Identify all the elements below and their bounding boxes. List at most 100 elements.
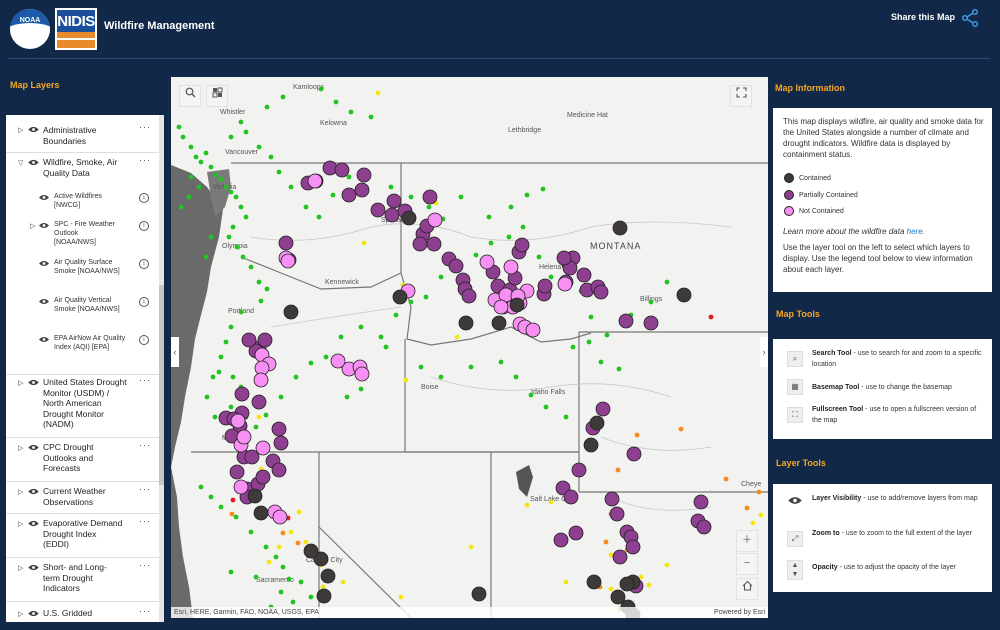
aqi-good-dot[interactable]	[253, 574, 259, 580]
aqi-moderate-dot[interactable]	[454, 334, 460, 340]
more-options-icon[interactable]: ···	[139, 122, 151, 132]
eye-icon[interactable]	[28, 444, 39, 451]
fullscreen-button[interactable]	[730, 85, 752, 107]
wildfire-partially-contained[interactable]	[251, 394, 267, 410]
aqi-good-dot[interactable]	[243, 214, 249, 220]
sublayer-spc-fire-weather-outlook[interactable]: ▷ SPC - Fire Weather Outlook [NOAA/NWS] …	[6, 219, 159, 257]
wildfire-partially-contained[interactable]	[571, 462, 587, 478]
more-options-icon[interactable]: ···	[139, 606, 151, 616]
aqi-moderate-dot[interactable]	[750, 520, 756, 526]
wildfire-contained[interactable]	[303, 543, 319, 559]
chevron-right-icon[interactable]: ▷	[18, 380, 24, 387]
aqi-good-dot[interactable]	[238, 204, 244, 210]
wildfire-partially-contained[interactable]	[229, 464, 245, 480]
aqi-good-dot[interactable]	[383, 344, 389, 350]
aqi-good-dot[interactable]	[486, 214, 492, 220]
aqi-good-dot[interactable]	[193, 154, 199, 160]
chevron-right-icon[interactable]: ▷	[18, 611, 24, 618]
aqi-good-dot[interactable]	[664, 279, 670, 285]
aqi-good-dot[interactable]	[348, 109, 354, 115]
aqi-good-dot[interactable]	[338, 334, 344, 340]
info-icon[interactable]: i	[139, 221, 149, 231]
wildfire-partially-contained[interactable]	[234, 386, 250, 402]
aqi-good-dot[interactable]	[333, 99, 339, 105]
aqi-good-dot[interactable]	[473, 252, 479, 258]
aqi-good-dot[interactable]	[346, 174, 352, 180]
wildfire-contained[interactable]	[471, 586, 487, 602]
aqi-good-dot[interactable]	[228, 134, 234, 140]
more-options-icon[interactable]: ···	[139, 484, 151, 494]
more-options-icon[interactable]: ···	[139, 155, 151, 165]
chevron-right-icon[interactable]: ▷	[30, 223, 36, 230]
aqi-good-dot[interactable]	[218, 504, 224, 510]
aqi-good-dot[interactable]	[208, 164, 214, 170]
aqi-good-dot[interactable]	[278, 589, 284, 595]
aqi-good-dot[interactable]	[228, 569, 234, 575]
wildfire-partially-contained[interactable]	[341, 187, 357, 203]
chevron-right-icon[interactable]: ▷	[18, 521, 24, 528]
wildfire-partially-contained[interactable]	[556, 250, 572, 266]
zoom-out-button[interactable]: −	[736, 553, 758, 575]
wildfire-partially-contained[interactable]	[625, 539, 641, 555]
aqi-good-dot[interactable]	[263, 412, 269, 418]
wildfire-partially-contained[interactable]	[626, 446, 642, 462]
aqi-good-dot[interactable]	[540, 186, 546, 192]
aqi-good-dot[interactable]	[616, 366, 622, 372]
wildfire-partially-contained[interactable]	[422, 189, 438, 205]
aqi-good-dot[interactable]	[210, 374, 216, 380]
wildfire-partially-contained[interactable]	[696, 519, 712, 535]
wildfire-partially-contained[interactable]	[244, 449, 260, 465]
aqi-good-dot[interactable]	[318, 86, 324, 92]
sublayer-air-quality-vertical-smoke[interactable]: Air Quality Vertical Smoke [NOAA/NWS] i	[6, 295, 159, 333]
sublayer-active-wildfires[interactable]: Active Wildfires [NWCG] i	[6, 191, 159, 219]
aqi-good-dot[interactable]	[298, 579, 304, 585]
aqi-good-dot[interactable]	[418, 364, 424, 370]
aqi-good-dot[interactable]	[506, 234, 512, 240]
aqi-good-dot[interactable]	[226, 234, 232, 240]
aqi-good-dot[interactable]	[588, 314, 594, 320]
aqi-good-dot[interactable]	[543, 404, 549, 410]
wildfire-partially-contained[interactable]	[568, 525, 584, 541]
chevron-right-icon[interactable]: ▷	[18, 489, 24, 496]
aqi-moderate-dot[interactable]	[296, 509, 302, 515]
aqi-moderate-dot[interactable]	[256, 414, 262, 420]
aqi-good-dot[interactable]	[178, 204, 184, 210]
aqi-moderate-dot[interactable]	[524, 502, 530, 508]
aqi-good-dot[interactable]	[378, 334, 384, 340]
more-options-icon[interactable]: ···	[139, 516, 151, 526]
wildfire-not-contained[interactable]	[272, 509, 288, 525]
scroll-thumb[interactable]	[159, 285, 164, 485]
wildfire-contained[interactable]	[610, 589, 626, 605]
aqi-usg-dot[interactable]	[603, 539, 609, 545]
aqi-moderate-dot[interactable]	[303, 539, 309, 545]
basemap-button[interactable]	[206, 85, 228, 107]
wildfire-partially-contained[interactable]	[618, 313, 634, 329]
aqi-good-dot[interactable]	[358, 386, 364, 392]
aqi-good-dot[interactable]	[233, 194, 239, 200]
aqi-good-dot[interactable]	[458, 194, 464, 200]
chevron-right-icon[interactable]: ▷	[18, 565, 24, 572]
wildfire-contained[interactable]	[283, 304, 299, 320]
aqi-good-dot[interactable]	[570, 344, 576, 350]
aqi-good-dot[interactable]	[586, 339, 592, 345]
aqi-good-dot[interactable]	[508, 204, 514, 210]
aqi-good-dot[interactable]	[203, 150, 209, 156]
aqi-good-dot[interactable]	[248, 264, 254, 270]
aqi-good-dot[interactable]	[280, 94, 286, 100]
aqi-good-dot[interactable]	[423, 294, 429, 300]
aqi-moderate-dot[interactable]	[608, 552, 614, 558]
aqi-usg-dot[interactable]	[295, 540, 301, 546]
eye-icon[interactable]	[39, 260, 49, 267]
aqi-good-dot[interactable]	[234, 244, 240, 250]
aqi-moderate-dot[interactable]	[398, 594, 404, 600]
info-icon[interactable]: i	[139, 259, 149, 269]
wildfire-contained[interactable]	[589, 415, 605, 431]
aqi-good-dot[interactable]	[604, 332, 610, 338]
aqi-good-dot[interactable]	[256, 144, 262, 150]
layer-administrative-boundaries[interactable]: ▷ Administrative Boundaries ···	[6, 115, 159, 153]
aqi-good-dot[interactable]	[248, 529, 254, 535]
collapse-left-button[interactable]: ‹	[171, 337, 179, 367]
layer-cpc-drought-outlooks[interactable]: ▷ CPC Drought Outlooks and Forecasts ···	[6, 438, 159, 482]
aqi-moderate-dot[interactable]	[266, 559, 272, 565]
aqi-good-dot[interactable]	[212, 414, 218, 420]
